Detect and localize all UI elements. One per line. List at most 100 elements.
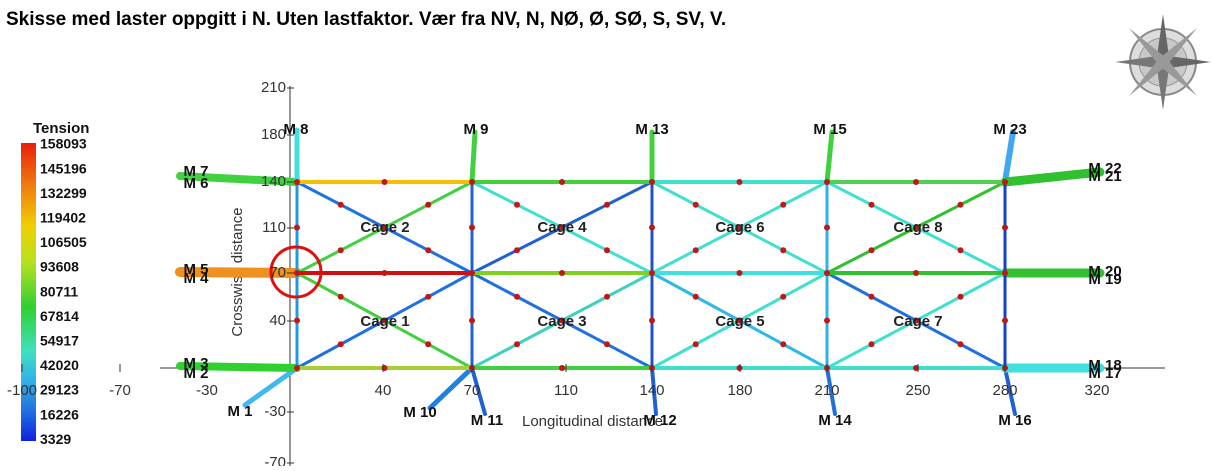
rope — [824, 129, 835, 185]
y-tick-label: 140 — [261, 173, 286, 190]
node-dot — [692, 247, 699, 254]
cage-label: Cage 7 — [893, 313, 942, 330]
colorbar-label: 119402 — [40, 210, 86, 226]
colorbar-title: Tension — [33, 120, 89, 137]
node-dot — [649, 317, 655, 324]
node-dot — [381, 270, 388, 276]
node-dot — [381, 317, 388, 324]
node-dot — [913, 317, 919, 324]
mooring-label: M 2 — [183, 365, 208, 382]
cage-label: Cage 1 — [360, 313, 409, 330]
mooring-label: M 8 — [283, 121, 308, 138]
node-dot — [957, 201, 964, 208]
node-dot — [604, 341, 610, 348]
colorbar-label: 67814 — [40, 308, 79, 324]
cage-label: Cage 5 — [715, 313, 764, 330]
mooring-label: M 21 — [1088, 168, 1121, 185]
node-dot — [294, 317, 300, 324]
colorbar-label: 42020 — [40, 357, 79, 373]
mooring-label: M 15 — [813, 121, 846, 138]
node-dot — [425, 341, 432, 348]
net — [175, 127, 1105, 416]
rope — [176, 362, 301, 372]
node-dot — [913, 179, 919, 185]
cage-label: Cage 3 — [537, 313, 586, 330]
node-dot — [868, 247, 875, 254]
mooring-label: M 13 — [635, 121, 668, 138]
x-tick-label: 180 — [727, 382, 752, 399]
node-dot — [1002, 270, 1008, 276]
node-dot — [604, 293, 610, 300]
compass-icon — [1115, 14, 1211, 110]
node-dot — [469, 317, 475, 324]
node-dot — [381, 365, 388, 371]
node-dot — [604, 201, 610, 208]
node-dot — [294, 270, 300, 276]
y-tick-label: 180 — [261, 126, 286, 143]
cage-label: Cage 2 — [360, 219, 409, 236]
colorbar-label: 132299 — [40, 185, 87, 201]
colorbar-label: 16226 — [40, 406, 79, 422]
node-dot — [824, 270, 830, 276]
node-dot — [957, 341, 964, 348]
y-tick-label: 40 — [269, 312, 286, 329]
rope — [1003, 366, 1017, 416]
node-dot — [824, 179, 830, 185]
mooring-label: M 10 — [403, 404, 436, 421]
node-dot — [559, 179, 565, 185]
node-dot — [381, 224, 388, 231]
node-dot — [736, 270, 743, 276]
mooring-label: M 11 — [471, 412, 504, 429]
rope — [1000, 167, 1105, 187]
mooring-label: M 6 — [183, 175, 208, 192]
mooring-label: M 18 — [1088, 357, 1121, 374]
node-dot — [381, 179, 388, 185]
node-dot — [514, 341, 520, 348]
node-dot — [469, 270, 475, 276]
node-dot — [469, 179, 475, 185]
node-dot — [780, 201, 787, 208]
y-tick-label: -30 — [264, 403, 286, 420]
rope — [176, 172, 301, 186]
node-dot — [1002, 317, 1008, 324]
node-dot — [1002, 179, 1008, 185]
mooring-label: M 17 — [1088, 365, 1121, 382]
rope — [175, 267, 302, 278]
mooring-label: M 20 — [1088, 263, 1121, 280]
node-dot — [913, 224, 919, 231]
node-dot — [425, 201, 432, 208]
node-dot — [337, 293, 344, 300]
x-tick-label: 40 — [375, 382, 392, 399]
mooring-label: M 5 — [183, 261, 208, 278]
colorbar-label: 54917 — [40, 333, 79, 349]
node-dot — [294, 365, 300, 371]
node-dot — [913, 270, 919, 276]
node-dot — [559, 224, 565, 231]
colorbar-label: 93608 — [40, 259, 79, 275]
node-dot — [649, 224, 655, 231]
mooring-label: M 1 — [227, 403, 252, 420]
colorbar-label: 80711 — [40, 283, 78, 299]
y-tick-label: 70 — [269, 264, 286, 281]
rope — [650, 366, 658, 416]
node-dot — [559, 270, 565, 276]
node-dot — [559, 317, 565, 324]
x-tick-label: 280 — [992, 382, 1017, 399]
x-tick-label: 110 — [554, 382, 578, 399]
rope — [1002, 129, 1016, 185]
node-dot — [514, 247, 520, 254]
node-dot — [469, 224, 475, 231]
x-tick-label: -70 — [109, 382, 131, 399]
colorbar-label: 158093 — [40, 136, 87, 152]
node-dot — [294, 179, 300, 185]
mooring-label: M 7 — [183, 163, 208, 180]
node-dot — [868, 293, 875, 300]
x-tick-label: -100 — [7, 382, 37, 399]
node-dot — [957, 247, 964, 254]
node-dot — [868, 341, 875, 348]
colorbar-label: 106505 — [40, 234, 87, 250]
node-dot — [294, 224, 300, 231]
node-dot — [514, 201, 520, 208]
node-dot — [337, 341, 344, 348]
